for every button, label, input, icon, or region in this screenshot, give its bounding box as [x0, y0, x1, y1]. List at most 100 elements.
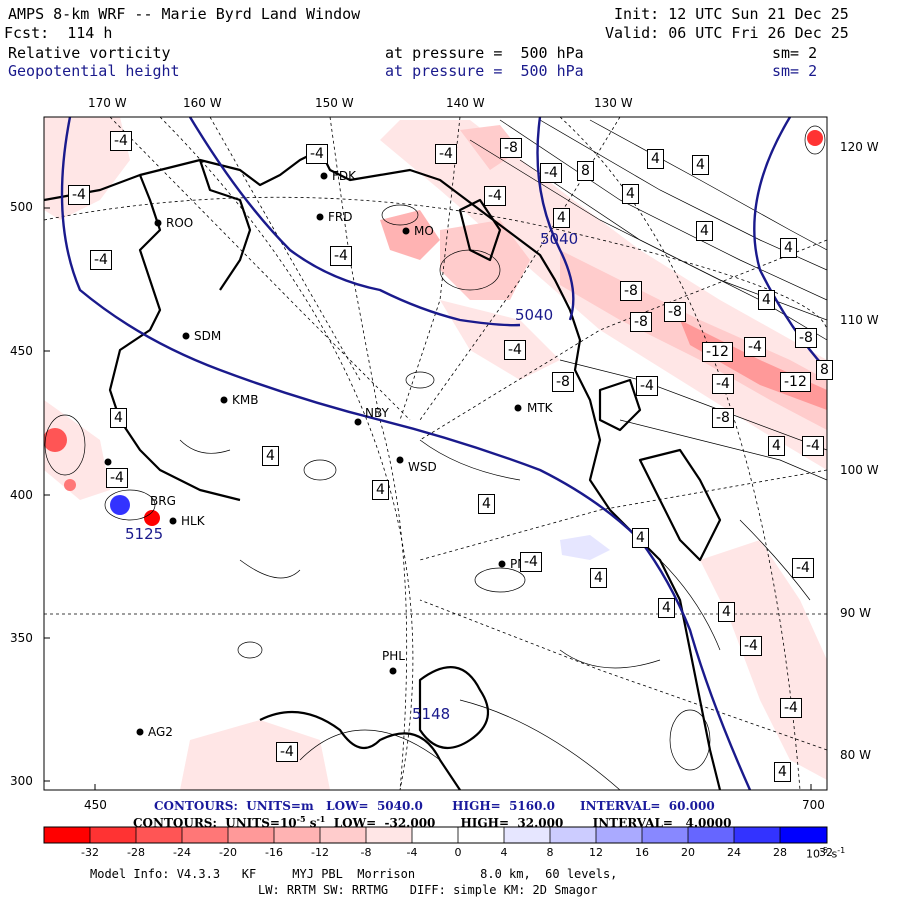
coastline: [418, 666, 490, 750]
top-lon-label: 150 W: [315, 96, 354, 110]
model-physics: LW: RRTM SW: RRTMG DIFF: simple KM: 2D S…: [258, 883, 598, 897]
neg-vorticity-patch: [180, 720, 330, 790]
left-grid-label: 300: [10, 774, 33, 788]
vorticity-contour-label: -8: [500, 138, 522, 158]
vorticity-contour-label: -4: [712, 374, 734, 394]
station-label: KMB: [232, 393, 259, 407]
height-label: 5125: [125, 525, 164, 543]
bottom-grid-label: 450: [84, 798, 107, 812]
height-label: 5148: [412, 705, 451, 723]
right-lon-label: 80 W: [840, 748, 871, 762]
vorticity-contour-label: -4: [802, 436, 824, 456]
vorticity-contour-label: -12: [780, 372, 811, 392]
station-label: NBY: [365, 406, 389, 420]
coastline: [198, 159, 252, 291]
vorticity-contour-label: -4: [106, 468, 128, 488]
neg-vorticity-patch: [440, 300, 560, 380]
vorticity-contour-label: 4: [372, 480, 389, 500]
colorbar-tick-label: 20: [681, 846, 695, 859]
colorbar-tick-label: -24: [173, 846, 191, 859]
vorticity-contour-label: -4: [540, 163, 562, 183]
vorticity-contour-label: -4: [780, 698, 802, 718]
vorticity-contour-label: 4: [262, 446, 279, 466]
coastline: [458, 198, 502, 262]
top-lon-label: 130 W: [594, 96, 633, 110]
neg-vorticity-patch: [44, 400, 110, 500]
vorticity-contour-label: 4: [553, 208, 570, 228]
coastline: [259, 710, 461, 790]
colorbar-tick-label: -28: [127, 846, 145, 859]
vorticity-contour-label: -4: [90, 250, 112, 270]
neg-vorticity-patch: [460, 125, 520, 170]
colorbar-tick-label: 8: [546, 846, 554, 859]
vorticity-contour-label: -4: [520, 552, 542, 572]
vorticity-contour-info: CONTOURS: UNITS=10-5 s-1 LOW= -32.000 HI…: [133, 814, 732, 830]
colorbar-tick-label: 32: [819, 846, 833, 859]
top-lon-label: 140 W: [446, 96, 485, 110]
coastline: [108, 174, 241, 502]
colorbar-tick-label: -12: [311, 846, 329, 859]
model-info: Model Info: V4.3.3 KF MYJ PBL Morrison 8…: [90, 867, 618, 881]
colorbar-tick-label: 24: [727, 846, 741, 859]
station-label: BRG: [150, 494, 176, 508]
colorbar-tick-label: 16: [635, 846, 649, 859]
coastline: [44, 148, 722, 790]
vorticity-contour-label: 4: [110, 408, 127, 428]
vorticity-contour-label: -8: [552, 372, 574, 392]
vorticity-contour-label: -4: [504, 340, 526, 360]
field2-smooth: sm= 2: [772, 62, 818, 80]
neg-vorticity-patch: [700, 540, 827, 780]
vorticity-contour-label: 4: [647, 149, 664, 169]
vorticity-contour-label: 4: [658, 598, 675, 618]
station-label: AG2: [148, 725, 173, 739]
vorticity-max: [64, 479, 76, 491]
station-label: WSD: [408, 460, 437, 474]
init-time: Init: 12 UTC Sun 21 Dec 25: [614, 5, 849, 23]
colorbar-tick-label: -32: [81, 846, 99, 859]
vorticity-contour-label: 4: [632, 528, 649, 548]
vorticity-contour-label: -12: [702, 342, 733, 362]
vorticity-contour-label: 4: [692, 155, 709, 175]
vorticity-contour-label: -4: [484, 186, 506, 206]
field2-name: Geopotential height: [8, 62, 180, 80]
height-contour: [60, 117, 752, 790]
height-contour: [188, 117, 521, 327]
forecast-hour: Fcst: 114 h: [4, 24, 113, 42]
colorbar-tick-label: 12: [589, 846, 603, 859]
station-label: FDK: [332, 169, 357, 183]
colorbar-tick-label: -16: [265, 846, 283, 859]
vorticity-contour-label: -4: [740, 636, 762, 656]
vorticity-max: [807, 130, 823, 146]
vorticity-contour-label: -8: [664, 302, 686, 322]
station-label: HLK: [181, 514, 205, 528]
vorticity-contour-label: 4: [774, 762, 791, 782]
station-label: MO: [414, 224, 434, 238]
vorticity-contour-label: 4: [780, 238, 797, 258]
vorticity-contour-label: -4: [276, 742, 298, 762]
top-lon-label: 160 W: [183, 96, 222, 110]
left-grid-label: 500: [10, 200, 33, 214]
vorticity-contour-label: 4: [622, 184, 639, 204]
vorticity-max: [44, 428, 67, 452]
height-label: 5040: [515, 306, 554, 324]
vorticity-contour-label: 8: [816, 360, 833, 380]
bottom-grid-label: 700: [802, 798, 825, 812]
field1-smooth: sm= 2: [772, 44, 818, 62]
height-contour-info: CONTOURS: UNITS=m LOW= 5040.0 HIGH= 5160…: [154, 799, 715, 813]
height-label: 5040: [540, 230, 579, 248]
colorbar-tick-label: -20: [219, 846, 237, 859]
coastline: [638, 448, 722, 562]
vorticity-contour-label: 4: [768, 436, 785, 456]
colorbar-tick-label: 28: [773, 846, 787, 859]
left-grid-label: 450: [10, 344, 33, 358]
pos-vorticity-patch: [560, 535, 610, 560]
vorticity-contour-label: -8: [620, 281, 642, 301]
vorticity-contour-label: -4: [792, 558, 814, 578]
vorticity-max: [110, 495, 130, 515]
right-lon-label: 100 W: [840, 463, 879, 477]
field1-name: Relative vorticity: [8, 44, 171, 62]
vorticity-contour-label: 4: [696, 221, 713, 241]
colorbar-tick-label: -4: [406, 846, 418, 859]
colorbar: [43, 826, 828, 844]
